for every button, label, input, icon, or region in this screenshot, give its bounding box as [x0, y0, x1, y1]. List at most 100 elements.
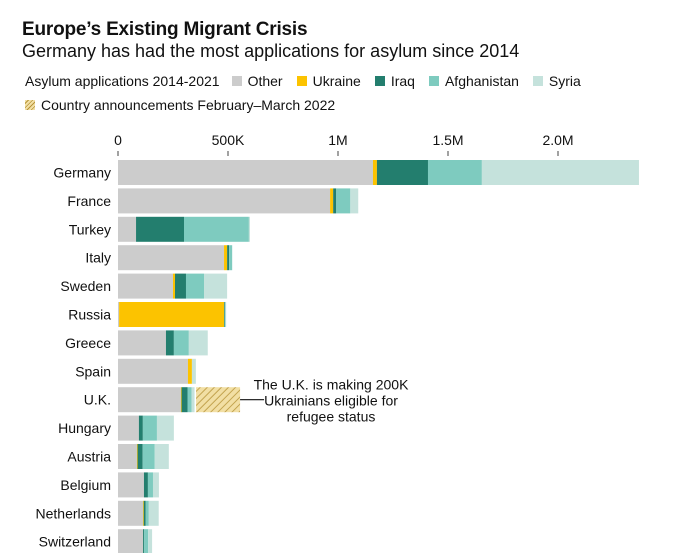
category-label: Netherlands	[36, 505, 112, 521]
bar-segment-afghanistan	[142, 415, 157, 441]
bar-segment-other	[118, 472, 144, 498]
category-label: Turkey	[69, 221, 111, 237]
bar-segment-iraq	[137, 444, 143, 469]
bar-segment-ukraine	[330, 188, 334, 214]
bar-segment-other	[118, 500, 144, 526]
bar-segment-other	[118, 216, 137, 242]
bar-segment-afghanistan	[229, 245, 233, 271]
bar-segment-iraq	[174, 273, 186, 299]
legend-item-afghanistan: Afghanistan	[428, 73, 519, 89]
bar-segment-other	[118, 188, 331, 214]
x-axis: 0 500K 1M 1.5M 2.0M	[114, 132, 574, 156]
legend-swatch-ukraine	[296, 76, 307, 86]
chart-subtitle: Germany has had the most applications fo…	[22, 41, 520, 61]
bar-segment-ukraine	[119, 302, 225, 327]
category-label: Hungary	[58, 420, 111, 436]
bar-segment-syria	[148, 500, 159, 526]
bar-segment-ukraine	[173, 273, 175, 299]
legend-swatch-iraq	[374, 76, 385, 86]
legend-swatch-afghanistan	[428, 76, 439, 86]
legend-item-other: Other	[231, 73, 283, 89]
bar-segment-syria	[156, 415, 174, 441]
legend-text-syria: Syria	[548, 73, 581, 89]
bar-segment-other	[118, 160, 373, 185]
category-label: Germany	[53, 165, 111, 181]
chart-title: Europe’s Existing Migrant Crisis	[22, 19, 308, 40]
bar-segment-syria	[248, 216, 250, 242]
bar-segment-afghanistan	[144, 529, 149, 553]
bar-segment-afghanistan	[173, 330, 189, 356]
hatch-swatch-icon	[25, 100, 35, 110]
x-tick-label: 2.0M	[542, 132, 573, 148]
bar-segment-ukraine	[136, 444, 138, 469]
bar-segment-syria	[148, 529, 153, 553]
bar-group-italy	[118, 245, 233, 271]
bar-segment-afghanistan	[224, 302, 226, 327]
bar-group-uk	[118, 387, 241, 413]
bar-segment-afghanistan	[142, 444, 155, 469]
x-tick-label: 1.5M	[432, 132, 463, 148]
category-label: U.K.	[84, 392, 111, 408]
bar-segment-ukraine	[224, 245, 228, 271]
bar-segment-syria	[152, 472, 159, 498]
legend-text-iraq: Iraq	[390, 73, 415, 89]
bar-group-greece	[118, 330, 208, 356]
bar-segment-iraq	[143, 500, 146, 526]
bar-segment-other	[118, 415, 139, 441]
bar-group-switzerland	[118, 529, 153, 553]
bar-group-russia	[118, 302, 227, 327]
bar-segment-ukraine	[187, 358, 192, 384]
category-label: Sweden	[60, 278, 111, 294]
bar-segment-syria	[191, 387, 195, 413]
bar-group-germany	[118, 160, 639, 185]
legend-item-syria: Syria	[532, 73, 581, 89]
bar-segment-iraq	[333, 188, 337, 214]
category-label: Switzerland	[39, 534, 111, 550]
bar-segment-afghanistan	[185, 273, 205, 299]
bar-segment-iraq	[181, 387, 188, 413]
bar-segment-other	[118, 387, 181, 413]
bar-segment-iraq	[138, 415, 143, 441]
category-label: France	[67, 193, 111, 209]
category-label: Belgium	[60, 477, 111, 493]
legend-announcement-text: Country announcements February–March 202…	[41, 97, 336, 113]
bar-segment-afghanistan	[427, 160, 482, 185]
legend-swatch-other	[231, 76, 242, 86]
legend-text-other: Other	[247, 73, 283, 89]
bar-segment-other	[118, 273, 173, 299]
legend: Asylum applications 2014-2021 Other Ukra…	[25, 73, 595, 89]
bar-group-hungary	[118, 415, 174, 441]
bar-segment-iraq	[224, 302, 225, 327]
bar-group-netherlands	[118, 500, 159, 526]
bar-segment-syria	[191, 358, 196, 384]
legend-item-ukraine: Ukraine	[296, 73, 361, 89]
bar-segment-iraq	[376, 160, 428, 185]
bar-segment-syria	[204, 273, 228, 299]
category-label: Italy	[85, 250, 111, 266]
legend-text-afghanistan: Afghanistan	[444, 73, 519, 89]
bar-segment-other	[118, 444, 137, 469]
bar-segment-other	[118, 358, 188, 384]
x-tick-label: 0	[114, 132, 122, 148]
annotation-text-line: The U.K. is making 200K	[254, 377, 410, 393]
bar-group-belgium	[118, 472, 159, 498]
bar-group-spain	[118, 358, 196, 384]
category-label: Austria	[67, 449, 111, 465]
bar-segment-other	[118, 330, 166, 356]
bar-segment-iraq	[227, 245, 230, 271]
bar-segment-iraq	[136, 216, 184, 242]
x-tick-label: 1M	[328, 132, 347, 148]
bar-segment-syria	[350, 188, 359, 214]
bar-segment-afghanistan	[187, 387, 192, 413]
legend-label: Asylum applications 2014-2021	[25, 73, 220, 89]
bar-segment-afghanistan	[145, 500, 149, 526]
bar-group-sweden	[118, 273, 228, 299]
category-label: Greece	[65, 335, 111, 351]
bar-group-france	[118, 188, 359, 214]
bar-segment-syria	[225, 302, 227, 327]
bar-segment-syria	[188, 330, 208, 356]
category-label: Russia	[68, 307, 111, 323]
bar-segment-ukraine	[143, 500, 144, 526]
